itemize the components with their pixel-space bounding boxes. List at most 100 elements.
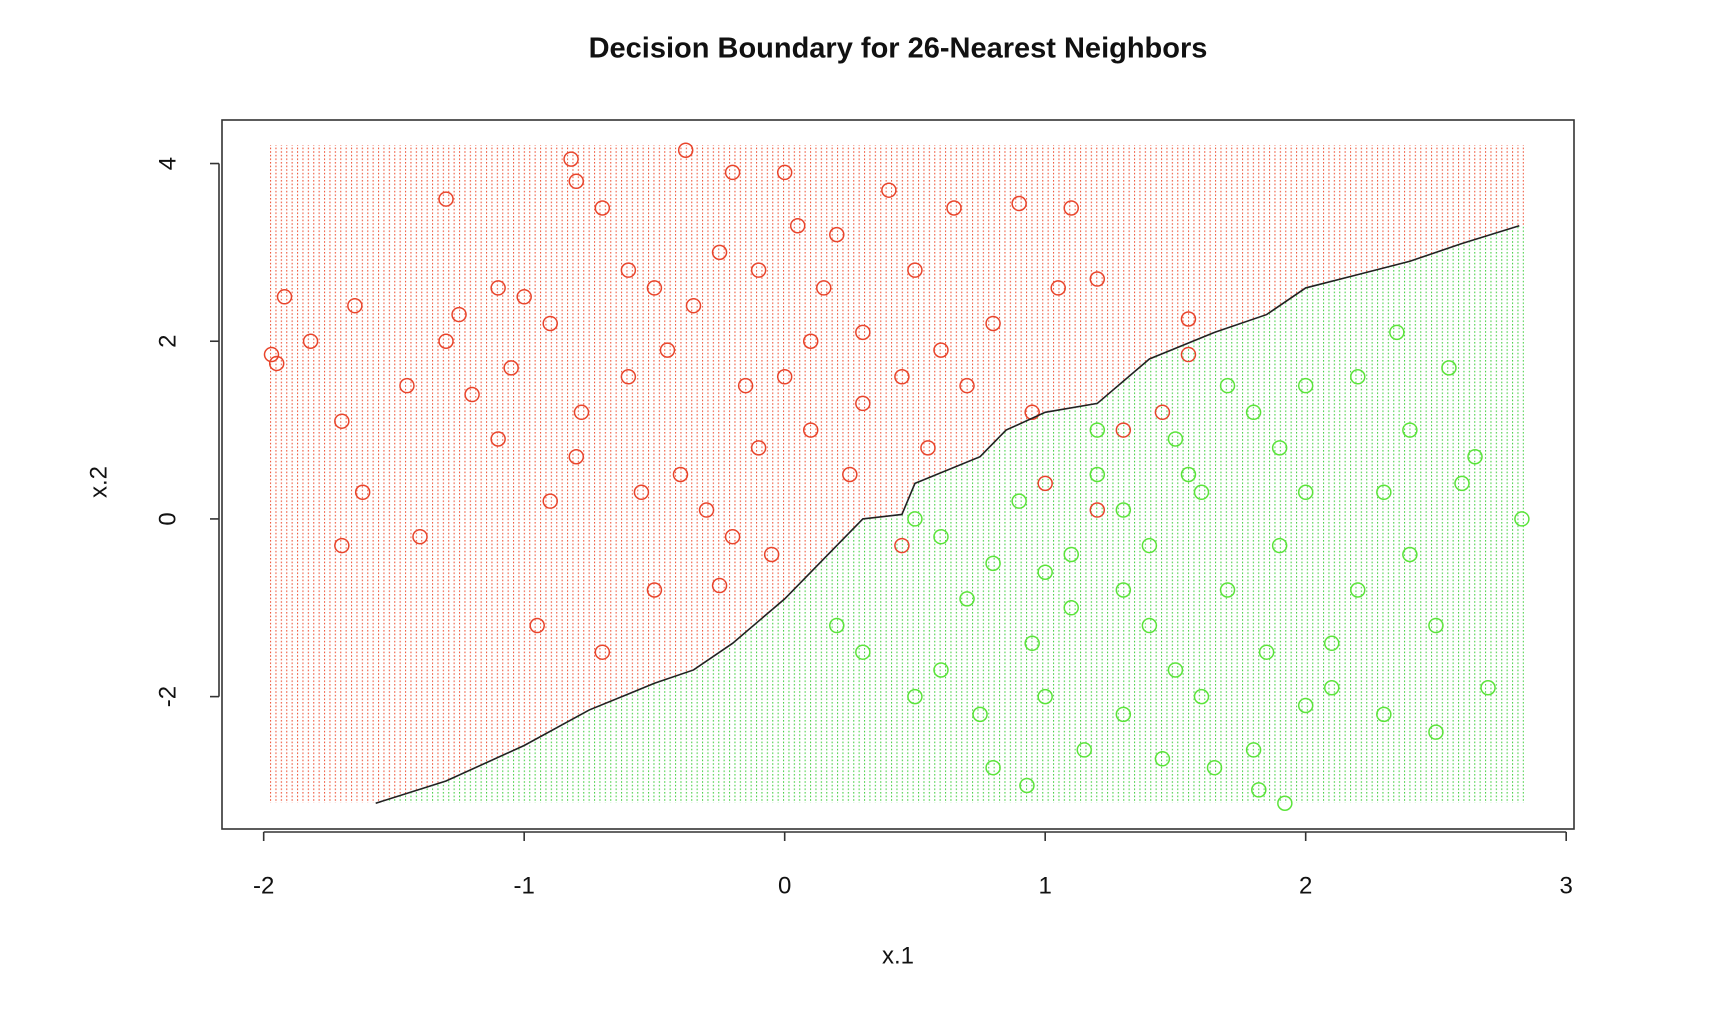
point (1180, 466, 1197, 483)
point (594, 644, 611, 660)
point (855, 324, 871, 341)
point (776, 164, 793, 181)
point (1277, 795, 1293, 811)
point (1297, 377, 1314, 394)
point (1297, 484, 1314, 501)
point (677, 142, 694, 158)
point (907, 262, 923, 278)
point (907, 511, 923, 527)
point (1350, 369, 1366, 385)
point (1115, 422, 1132, 438)
point (1063, 546, 1079, 563)
point (1063, 600, 1079, 616)
point (1115, 502, 1132, 518)
y-tick-label: 4 (154, 157, 181, 170)
point (1089, 466, 1106, 483)
point (724, 528, 741, 545)
point (1251, 782, 1267, 798)
point (750, 262, 767, 278)
point (490, 280, 506, 296)
point (829, 226, 845, 243)
point (1115, 582, 1132, 598)
point (451, 306, 467, 323)
point (1206, 759, 1223, 776)
point (776, 369, 793, 385)
point (933, 662, 949, 678)
point (1011, 195, 1027, 212)
point (1467, 448, 1483, 465)
point (959, 591, 975, 607)
point (1454, 475, 1470, 492)
point (894, 369, 910, 385)
point (276, 289, 293, 305)
point (985, 759, 1001, 776)
x-tick-label: 3 (1560, 872, 1573, 899)
point (1219, 582, 1236, 598)
point (1180, 346, 1197, 363)
point (516, 289, 532, 305)
point (933, 342, 949, 358)
point (399, 377, 415, 394)
point (985, 555, 1001, 572)
point (268, 355, 285, 372)
point (542, 315, 558, 332)
point (802, 422, 819, 438)
point (1180, 311, 1197, 327)
y-tick-label: 0 (154, 512, 181, 525)
point (855, 644, 871, 660)
point (907, 688, 923, 705)
point (1115, 706, 1132, 723)
point (1167, 431, 1184, 447)
x-axis-title: x.1 (882, 942, 914, 969)
x-tick-label: 1 (1039, 872, 1052, 899)
point (659, 342, 676, 358)
point (1271, 537, 1288, 554)
point (816, 280, 832, 296)
point (1376, 706, 1392, 723)
point (920, 440, 936, 456)
point (1441, 360, 1457, 376)
point (438, 333, 454, 349)
point (633, 484, 650, 501)
point (750, 440, 767, 456)
point (1076, 742, 1093, 758)
point (1271, 440, 1288, 456)
point (1089, 422, 1106, 438)
point (620, 369, 637, 385)
point (842, 466, 858, 483)
point (620, 262, 637, 278)
x-tick-label: -1 (514, 872, 535, 899)
point (1141, 617, 1158, 634)
y-tick-label: 2 (154, 335, 181, 348)
point (1428, 724, 1444, 740)
point (1389, 324, 1405, 341)
point (563, 151, 579, 167)
point (672, 466, 689, 483)
point (1219, 377, 1236, 394)
x-tick-label: 0 (778, 872, 791, 899)
point (789, 217, 806, 234)
point (1089, 271, 1106, 287)
point (985, 315, 1001, 332)
point (959, 377, 975, 394)
point (1350, 582, 1366, 598)
point (1050, 280, 1066, 296)
point (1019, 777, 1035, 794)
point (334, 413, 350, 429)
region-class-2 (375, 225, 1524, 804)
decision-boundary (375, 224, 1520, 804)
point (1089, 502, 1106, 518)
point (972, 706, 988, 723)
point (1011, 493, 1027, 509)
point (1245, 742, 1262, 758)
y-tick-label: -2 (154, 686, 181, 707)
point (354, 484, 371, 501)
point (568, 173, 585, 190)
point (302, 333, 319, 349)
point (1037, 564, 1053, 580)
point (347, 297, 363, 314)
point (1323, 679, 1340, 696)
point (1193, 484, 1210, 501)
chart-title: Decision Boundary for 26-Nearest Neighbo… (589, 33, 1208, 65)
